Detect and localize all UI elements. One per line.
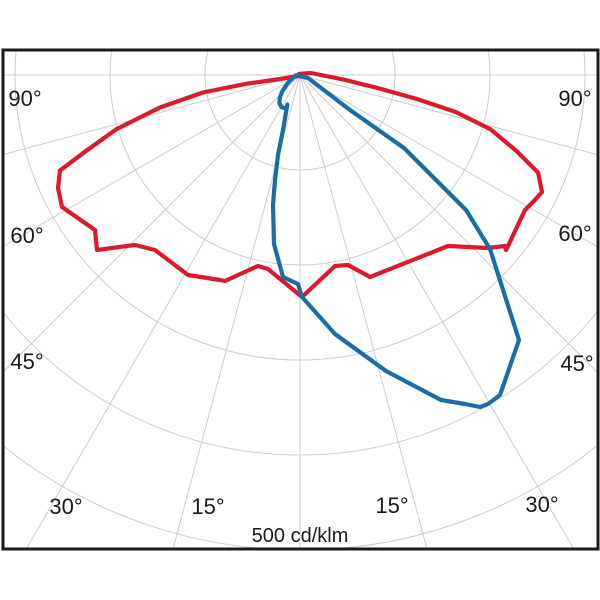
svg-text:60°: 60° xyxy=(10,223,43,248)
svg-text:30°: 30° xyxy=(49,494,82,519)
svg-text:15°: 15° xyxy=(375,493,408,518)
svg-text:15°: 15° xyxy=(191,494,224,519)
svg-text:45°: 45° xyxy=(560,351,593,376)
svg-text:45°: 45° xyxy=(10,349,43,374)
svg-text:90°: 90° xyxy=(8,86,41,111)
svg-text:90°: 90° xyxy=(558,86,591,111)
svg-text:500 cd/klm: 500 cd/klm xyxy=(252,525,349,547)
svg-text:30°: 30° xyxy=(525,492,558,517)
svg-text:60°: 60° xyxy=(558,221,591,246)
